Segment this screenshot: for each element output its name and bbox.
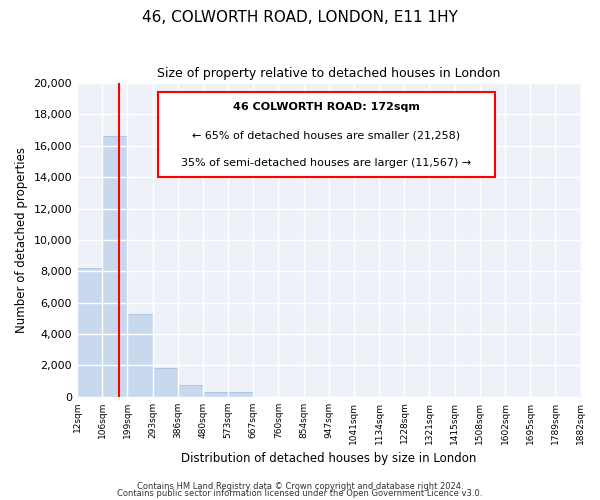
Bar xyxy=(228,392,253,396)
Text: Contains public sector information licensed under the Open Government Licence v3: Contains public sector information licen… xyxy=(118,489,482,498)
X-axis label: Distribution of detached houses by size in London: Distribution of detached houses by size … xyxy=(181,452,476,465)
Bar xyxy=(127,314,152,396)
Text: 46 COLWORTH ROAD: 172sqm: 46 COLWORTH ROAD: 172sqm xyxy=(233,102,419,112)
Bar xyxy=(152,368,178,396)
Text: Contains HM Land Registry data © Crown copyright and database right 2024.: Contains HM Land Registry data © Crown c… xyxy=(137,482,463,491)
Y-axis label: Number of detached properties: Number of detached properties xyxy=(15,147,28,333)
FancyBboxPatch shape xyxy=(158,92,495,177)
Title: Size of property relative to detached houses in London: Size of property relative to detached ho… xyxy=(157,68,500,80)
Text: 35% of semi-detached houses are larger (11,567) →: 35% of semi-detached houses are larger (… xyxy=(181,158,472,168)
Bar xyxy=(178,385,203,396)
Bar xyxy=(77,268,102,396)
Text: ← 65% of detached houses are smaller (21,258): ← 65% of detached houses are smaller (21… xyxy=(192,130,460,140)
Bar xyxy=(203,392,228,396)
Bar xyxy=(102,136,127,396)
Text: 46, COLWORTH ROAD, LONDON, E11 1HY: 46, COLWORTH ROAD, LONDON, E11 1HY xyxy=(142,10,458,25)
